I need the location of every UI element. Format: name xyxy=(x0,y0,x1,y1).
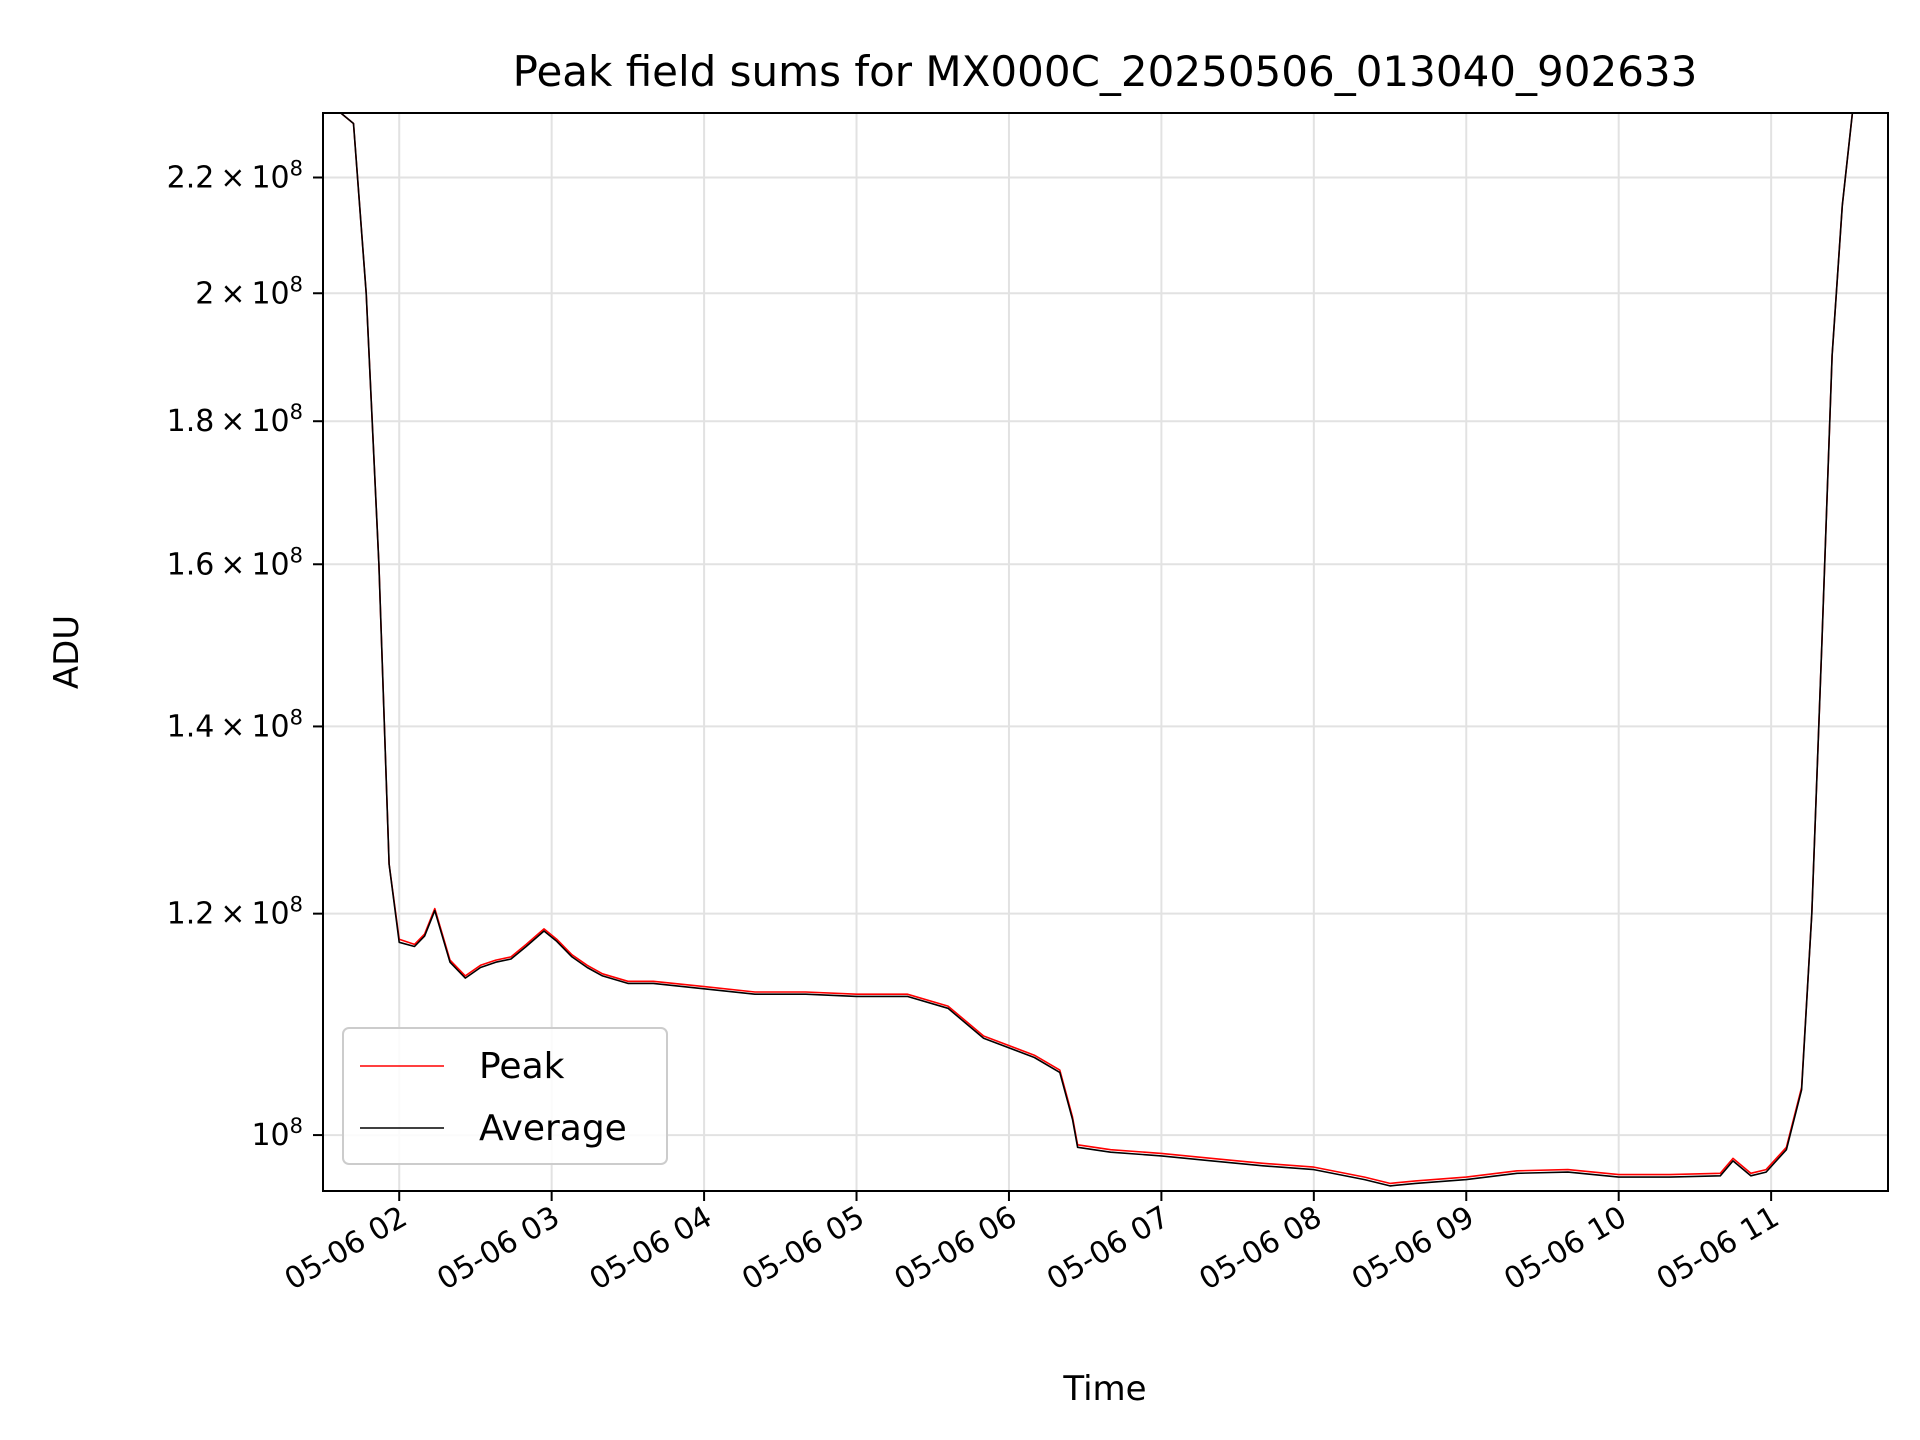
grid xyxy=(323,113,1888,1191)
y-tick-label: 1.4 × 108 xyxy=(167,705,303,744)
y-axis-label: ADU xyxy=(47,615,87,689)
y-tick-label: 1.2 × 108 xyxy=(167,893,303,932)
series-line-average xyxy=(323,112,1888,1187)
series-lines xyxy=(323,112,1888,1187)
y-tick-label: 2 × 108 xyxy=(195,272,303,311)
x-axis-label: Time xyxy=(1062,1369,1146,1409)
legend: Peak Average xyxy=(342,1027,668,1165)
y-tick-label: 1.6 × 108 xyxy=(167,543,303,582)
y-tick-label: 2.2 × 108 xyxy=(167,157,303,196)
legend-label-average: Average xyxy=(479,1108,627,1149)
y-axis-ticks: 108 1.2 × 108 1.4 × 108 1.6 × 108 1.8 × 108 2… xyxy=(167,157,323,1153)
legend-box xyxy=(342,1027,668,1165)
legend-label-peak: Peak xyxy=(479,1046,565,1087)
plot-frame xyxy=(322,112,1889,1192)
chart-title: Peak field sums for MX000C_20250506_0130… xyxy=(513,47,1698,96)
y-tick-label: 108 xyxy=(251,1114,303,1153)
y-tick-label: 1.8 × 108 xyxy=(167,400,303,439)
